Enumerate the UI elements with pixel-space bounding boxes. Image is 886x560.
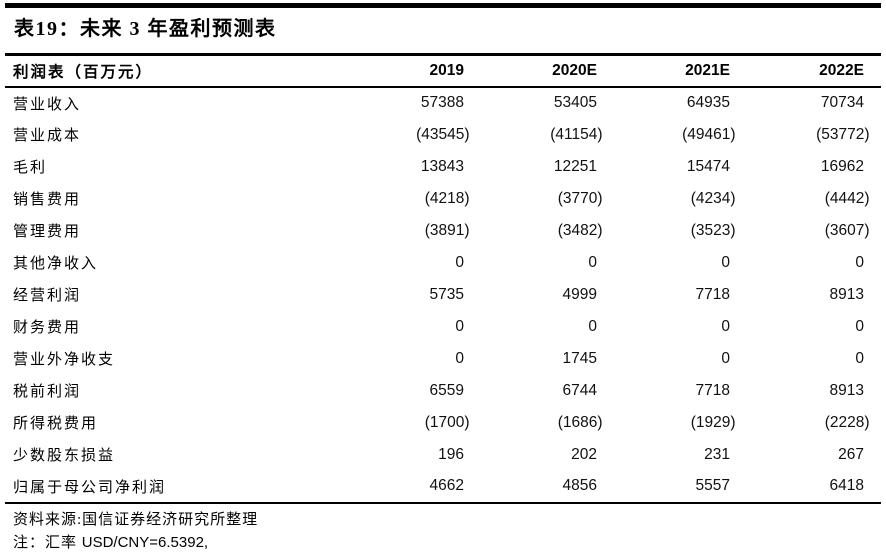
cell-value: 4662 — [429, 477, 464, 494]
fx-note: 注：汇率 USD/CNY=6.5392, — [13, 532, 258, 555]
cell-value: 13843 — [420, 157, 464, 175]
cell-value: (4442) — [824, 189, 870, 207]
cell-value: 0 — [588, 253, 597, 271]
cell-value: 8913 — [829, 381, 864, 399]
row-label: 营业收入 — [13, 96, 82, 113]
cell-value: 8913 — [829, 285, 864, 303]
cell-value: 0 — [588, 317, 597, 335]
cell-value: 0 — [455, 317, 464, 335]
cell-value: (3891) — [424, 221, 470, 239]
row-label: 管理费用 — [13, 224, 82, 240]
cell-value: (1700) — [424, 413, 470, 431]
cell-value: 5735 — [429, 285, 464, 303]
cell-value: 6559 — [429, 381, 464, 399]
fx-note-label: 注：汇率 — [13, 534, 82, 551]
row-label: 其他净收入 — [13, 256, 99, 272]
cell-value: 4999 — [562, 285, 597, 303]
cell-value: 0 — [855, 253, 864, 271]
header-col-2021e: 2021E — [685, 61, 730, 79]
row-label: 税前利润 — [13, 384, 82, 400]
row-label: 经营利润 — [13, 288, 82, 304]
header-label: 利润表（百万元） — [13, 63, 154, 81]
table-row: 税前利润 6559 6744 7718 8913 — [5, 375, 881, 407]
cell-value: 0 — [455, 349, 464, 367]
table-row: 销售费用 (4218) (3770) (4234) (4442) — [5, 183, 881, 215]
row-label: 归属于母公司净利润 — [13, 479, 167, 496]
cell-value: (3770) — [557, 189, 603, 207]
cell-value: 64935 — [686, 94, 730, 111]
cell-value: 4856 — [562, 477, 597, 494]
table-body: 营业收入 57388 53405 64935 70734 营业成本 (43545) (4115… — [5, 87, 881, 503]
cell-value: 70734 — [820, 94, 864, 111]
fx-note-value: USD/CNY=6.5392, — [81, 533, 209, 551]
cell-value: 1745 — [562, 349, 597, 367]
cell-value: (2228) — [824, 413, 870, 431]
cell-value: (1929) — [690, 413, 736, 431]
cell-value: 5557 — [695, 477, 730, 494]
cell-value: 231 — [704, 445, 730, 463]
table-header: 利润表（百万元） 2019 2020E 2021E 2022E — [5, 54, 881, 87]
table-row: 经营利润 5735 4999 7718 8913 — [5, 279, 881, 311]
cell-value: 12251 — [553, 157, 597, 175]
cell-value: 6744 — [562, 381, 597, 399]
cell-value: (4218) — [424, 189, 470, 207]
cell-value: 53405 — [553, 94, 597, 111]
cell-value: (53772) — [816, 125, 870, 143]
cell-value: 267 — [838, 445, 864, 463]
header-col-2019: 2019 — [429, 61, 464, 79]
row-label: 毛利 — [13, 160, 48, 176]
cell-value: 7718 — [695, 285, 730, 303]
row-label: 销售费用 — [13, 192, 82, 208]
cell-value: 16962 — [820, 157, 864, 175]
table-row: 归属于母公司净利润 4662 4856 5557 6418 — [5, 471, 881, 503]
table-title: 表19：未来 3 年盈利预测表 — [14, 18, 277, 40]
cell-value: 202 — [571, 445, 597, 463]
cell-value: (3523) — [690, 221, 736, 239]
cell-value: (43545) — [416, 125, 470, 143]
cell-value: 6418 — [829, 477, 864, 494]
cell-value: 0 — [855, 349, 864, 367]
row-label: 财务费用 — [13, 320, 82, 336]
cell-value: 15474 — [686, 157, 730, 175]
table-row: 其他净收入 0 0 0 0 — [5, 247, 881, 279]
header-col-2022e: 2022E — [819, 61, 864, 79]
table-row: 毛利 13843 12251 15474 16962 — [5, 151, 881, 183]
cell-value: (49461) — [682, 125, 736, 143]
table-row: 管理费用 (3891) (3482) (3523) (3607) — [5, 215, 881, 247]
source-note: 资料来源:国信证券经济研究所整理 — [13, 512, 259, 528]
cell-value: 196 — [438, 445, 464, 463]
cell-value: (3482) — [557, 221, 603, 239]
table-row: 所得税费用 (1700) (1686) (1929) (2228) — [5, 407, 881, 439]
cell-value: (1686) — [557, 413, 603, 431]
cell-value: (4234) — [690, 189, 736, 207]
cell-value: 0 — [721, 349, 730, 367]
cell-value: 0 — [721, 253, 730, 271]
row-label: 营业外净收支 — [13, 352, 116, 368]
header-row: 利润表（百万元） 2019 2020E 2021E 2022E — [5, 55, 881, 87]
table-row: 少数股东损益 196 202 231 267 — [5, 439, 881, 471]
table-row: 营业外净收支 0 1745 0 0 — [5, 343, 881, 375]
cell-value: (3607) — [824, 221, 870, 239]
table-footer: 资料来源:国信证券经济研究所整理 注：汇率 USD/CNY=6.5392, — [13, 509, 258, 554]
row-label: 营业成本 — [13, 128, 82, 144]
profit-forecast-table: 利润表（百万元） 2019 2020E 2021E 2022E 营业收入 5738… — [5, 53, 881, 504]
cell-value: 0 — [721, 317, 730, 335]
cell-value: 0 — [855, 317, 864, 335]
row-label: 所得税费用 — [13, 416, 99, 432]
row-label: 少数股东损益 — [13, 448, 116, 464]
cell-value: (41154) — [550, 125, 603, 143]
cell-value: 0 — [455, 253, 464, 271]
table-row: 营业成本 (43545) (41154) (49461) (53772) — [5, 119, 881, 151]
cell-value: 7718 — [695, 381, 730, 399]
cell-value: 57388 — [420, 94, 464, 111]
top-rule — [5, 3, 881, 8]
table-row: 营业收入 57388 53405 64935 70734 — [5, 87, 881, 119]
table-row: 财务费用 0 0 0 0 — [5, 311, 881, 343]
header-col-2020e: 2020E — [552, 61, 597, 79]
